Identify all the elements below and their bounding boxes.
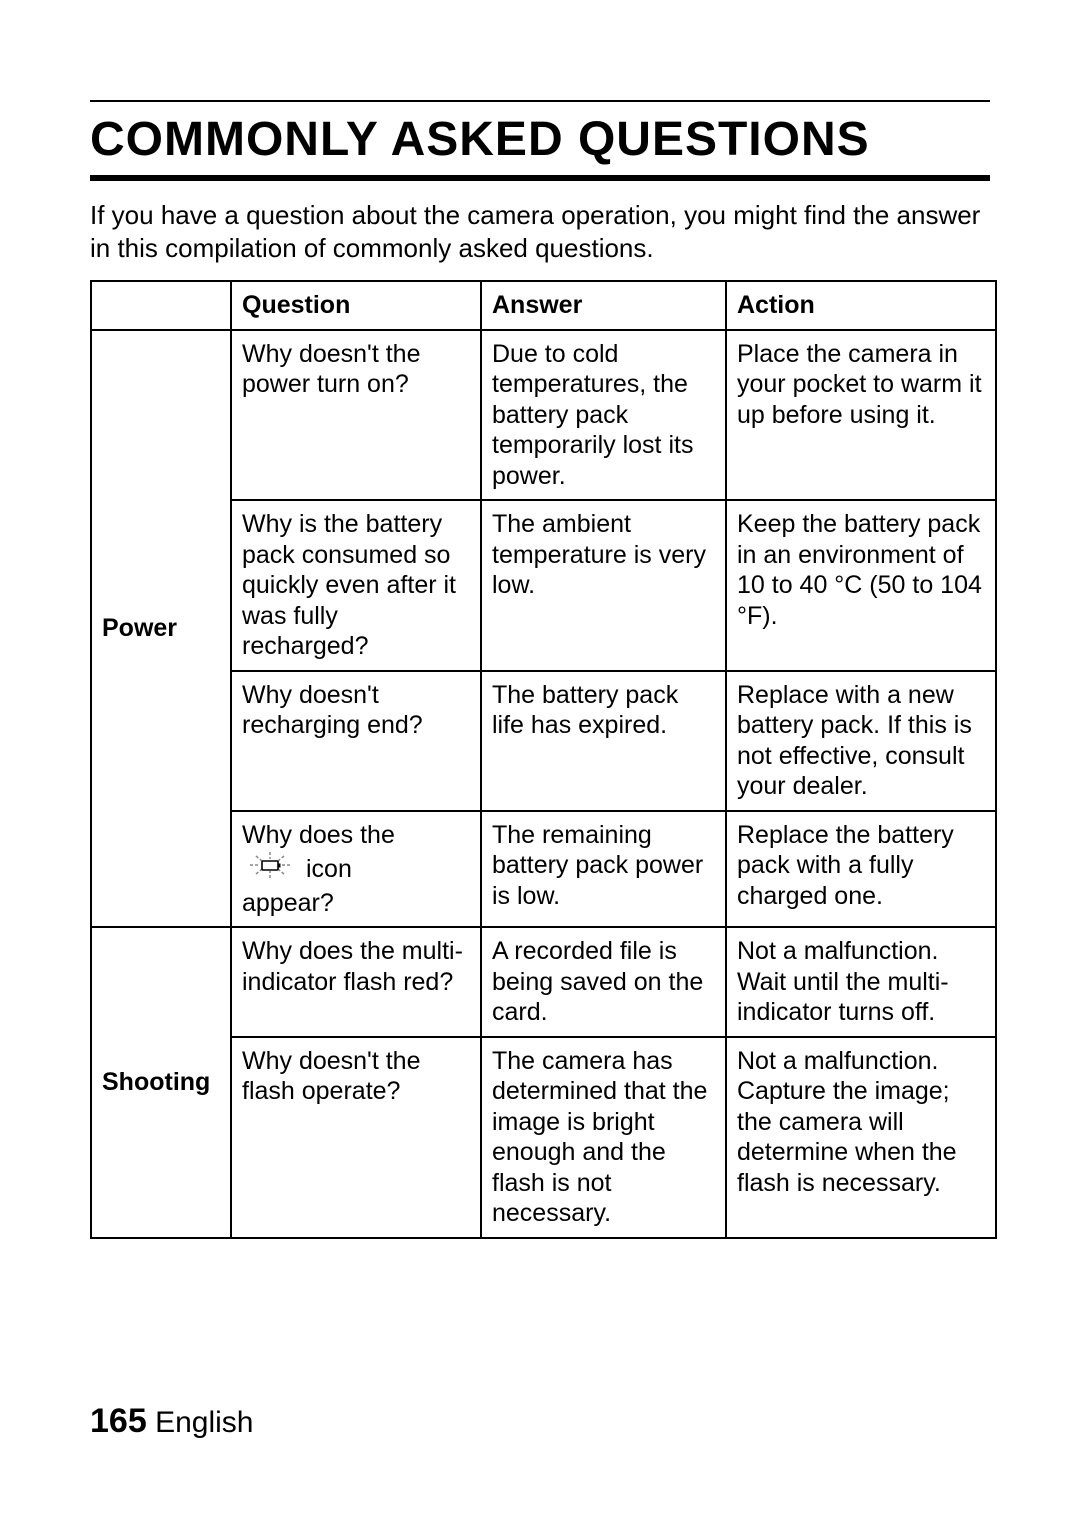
answer-cell: The remaining battery pack power is low. — [481, 811, 726, 928]
question-icon-label: icon — [306, 854, 352, 885]
header-question: Question — [231, 281, 481, 330]
category-power: Power — [91, 330, 231, 928]
footer-language: English — [155, 1406, 253, 1439]
question-cell: Why does the multi-indicator flash red? — [231, 927, 481, 1037]
answer-cell: A recorded file is being saved on the ca… — [481, 927, 726, 1037]
action-cell: Replace with a new battery pack. If this… — [726, 671, 996, 811]
category-shooting: Shooting — [91, 927, 231, 1238]
page-footer: 165 English — [90, 1402, 253, 1441]
answer-cell: The camera has determined that the image… — [481, 1037, 726, 1238]
page: COMMONLY ASKED QUESTIONS If you have a q… — [0, 0, 1080, 1526]
answer-cell: Due to cold temperatures, the battery pa… — [481, 330, 726, 501]
top-rule — [90, 100, 990, 102]
page-title: COMMONLY ASKED QUESTIONS — [90, 112, 990, 167]
action-cell: Not a malfunction. Wait until the multi-… — [726, 927, 996, 1037]
table-row: Power Why doesn't the power turn on? Due… — [91, 330, 996, 501]
action-cell: Keep the battery pack in an environment … — [726, 500, 996, 671]
answer-cell: The battery pack life has expired. — [481, 671, 726, 811]
question-cell: Why does the — [231, 811, 481, 928]
action-cell: Replace the battery pack with a fully ch… — [726, 811, 996, 928]
header-answer: Answer — [481, 281, 726, 330]
header-action: Action — [726, 281, 996, 330]
question-line3: appear? — [242, 888, 470, 919]
intro-text: If you have a question about the camera … — [90, 199, 990, 264]
question-cell: Why doesn't the power turn on? — [231, 330, 481, 501]
page-number: 165 — [90, 1402, 147, 1440]
header-category — [91, 281, 231, 330]
table-row: Shooting Why does the multi-indicator fl… — [91, 927, 996, 1037]
answer-cell: The ambient temperature is very low. — [481, 500, 726, 671]
title-rule — [90, 175, 990, 181]
faq-table: Question Answer Action Power Why doesn't… — [90, 280, 997, 1239]
low-battery-icon — [242, 850, 298, 888]
table-header-row: Question Answer Action — [91, 281, 996, 330]
question-line2: icon — [242, 850, 470, 888]
action-cell: Place the camera in your pocket to warm … — [726, 330, 996, 501]
question-cell: Why is the battery pack consumed so quic… — [231, 500, 481, 671]
action-cell: Not a malfunction. Capture the image; th… — [726, 1037, 996, 1238]
question-line1: Why does the — [242, 820, 470, 851]
question-cell: Why doesn't the flash operate? — [231, 1037, 481, 1238]
question-cell: Why doesn't recharging end? — [231, 671, 481, 811]
